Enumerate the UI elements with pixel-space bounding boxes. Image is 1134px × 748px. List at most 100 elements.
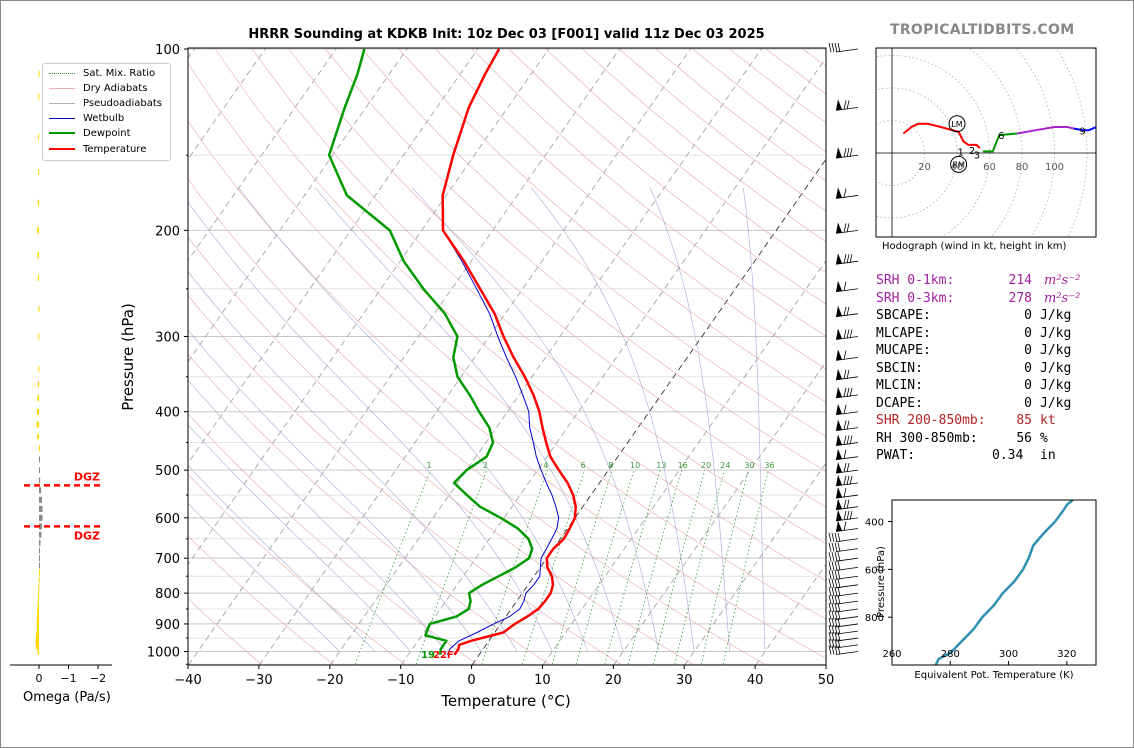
wind-barb-flag xyxy=(836,147,842,159)
hodo-ring-label: 60 xyxy=(983,162,996,173)
mixing-ratio-line xyxy=(674,469,725,665)
mixing-ratio-line xyxy=(521,469,586,665)
hodo-marker-circle xyxy=(948,115,966,133)
wind-barb-staff xyxy=(835,357,859,361)
omega-bar xyxy=(36,620,39,627)
pseudoadiabat xyxy=(188,379,447,652)
wind-barb-flag xyxy=(836,487,842,499)
wind-barb xyxy=(828,638,859,649)
wind-barb-feather xyxy=(849,254,853,264)
dgz-label: DGZ xyxy=(74,470,100,483)
x-tick-label: −30 xyxy=(245,673,272,688)
isotherm xyxy=(188,48,621,665)
parameter-name: RH 300-850mb: xyxy=(876,430,978,446)
wind-barb xyxy=(835,448,859,461)
wind-barb-feather xyxy=(843,306,847,316)
wind-barb-feather xyxy=(831,578,835,588)
wind-barb-feather xyxy=(834,570,838,580)
parameter-value: 0 xyxy=(1024,360,1032,376)
omega-tick-label: −1 xyxy=(60,672,76,685)
omega-bar xyxy=(37,275,39,282)
wind-barb-feather xyxy=(843,510,847,520)
pseudoadiabat xyxy=(742,187,766,652)
wind-barb-staff xyxy=(835,411,859,416)
mixing-ratio-line xyxy=(481,469,548,665)
pseudoadiabat xyxy=(412,187,659,652)
parameter-unit: J/kg xyxy=(1040,360,1072,376)
wind-barb-feather xyxy=(834,42,838,53)
mixing-ratio-label: 30 xyxy=(744,461,754,470)
wind-barb-feather xyxy=(831,625,835,635)
wind-barb-feather xyxy=(837,625,841,635)
isotherm xyxy=(613,361,826,665)
hodo-height-label: 2 xyxy=(969,146,975,157)
wind-barb-feather xyxy=(834,625,838,635)
wind-barb-feather xyxy=(837,542,841,552)
wind-barb-feather xyxy=(843,100,847,110)
chart-title: HRRR Sounding at KDKB Init: 10z Dec 03 [… xyxy=(248,27,765,42)
wind-barb xyxy=(828,610,859,620)
legend-item-pseudoadiabats: Pseudoadiabats xyxy=(49,96,162,110)
omega-bar xyxy=(39,505,43,512)
wind-barb-flag xyxy=(836,419,842,431)
x-tick-label: −20 xyxy=(316,673,343,688)
wind-barb-feather xyxy=(846,387,850,397)
parameter-value: 214 xyxy=(1008,273,1032,288)
wind-barb xyxy=(835,419,859,432)
x-tick-label: −10 xyxy=(387,673,414,688)
parameter-row: RH 300-850mb: 56% xyxy=(876,430,1106,448)
wind-barb-feather xyxy=(843,254,847,264)
isotherm xyxy=(188,48,550,565)
omega-bar xyxy=(38,333,40,340)
isotherm xyxy=(542,259,826,665)
wind-barb-feather xyxy=(846,463,850,473)
wind-barb-feather xyxy=(843,404,847,414)
isotherm xyxy=(329,48,763,665)
omega-bar xyxy=(38,168,40,175)
legend-item-dry-adiabats: Dry Adiabats xyxy=(49,81,147,95)
parameter-value: 0 xyxy=(1024,378,1032,393)
x-axis-label: Temperature (°C) xyxy=(441,692,571,710)
wind-barb-feather xyxy=(846,369,850,379)
y-tick-label: 700 xyxy=(155,552,180,567)
mixing-ratio-line xyxy=(722,470,769,665)
parameter-value: 0.34 xyxy=(992,448,1024,463)
pseudoadiabat xyxy=(188,424,411,652)
pseudoadiabat xyxy=(188,271,518,652)
mixing-ratio-line xyxy=(627,469,682,665)
wind-barb-flag xyxy=(836,328,842,340)
mixing-ratio-label: 13 xyxy=(656,461,666,470)
wind-barb xyxy=(835,509,859,522)
surface-dewpoint-label: 19 xyxy=(421,650,435,661)
legend-item-wetbulb: Wetbulb xyxy=(49,111,124,125)
omega-bar xyxy=(39,531,42,538)
mixing-ratio-label: 10 xyxy=(630,461,640,470)
wind-barb-feather xyxy=(831,602,835,613)
y-tick-label: 100 xyxy=(155,43,180,58)
wetbulb-line xyxy=(442,48,560,655)
thetae-x-tick-label: 260 xyxy=(882,649,901,660)
mixing-ratio-line xyxy=(551,469,613,665)
parameter-name: SBCAPE: xyxy=(876,308,931,323)
wind-barb-feather xyxy=(843,463,847,473)
wind-barb xyxy=(828,570,859,580)
wind-barb xyxy=(828,532,859,543)
wind-barb-flag xyxy=(836,253,842,265)
y-tick-label: 200 xyxy=(155,224,180,239)
pseudoadiabat xyxy=(188,502,340,652)
legend-item-dewpoint: Dewpoint xyxy=(49,126,131,140)
temperature-line xyxy=(441,48,577,656)
wind-barb-feather xyxy=(834,587,838,597)
hodograph-caption: Hodograph (wind in kt, height in km) xyxy=(882,241,1067,252)
wind-barb-feather xyxy=(843,281,847,291)
legend-label: Sat. Mix. Ratio xyxy=(83,67,156,79)
wind-barb-flag xyxy=(836,474,842,486)
wind-barb-feather xyxy=(834,561,838,571)
x-tick-label: 10 xyxy=(534,673,551,688)
wind-barb-feather xyxy=(834,532,838,542)
omega-bar xyxy=(39,555,40,562)
wind-barb-feather xyxy=(831,552,835,562)
wind-barb-feather xyxy=(843,420,847,430)
thetae-x-axis-label: Equivalent Pot. Temperature (K) xyxy=(914,670,1073,681)
dry-adiabat xyxy=(471,48,826,337)
